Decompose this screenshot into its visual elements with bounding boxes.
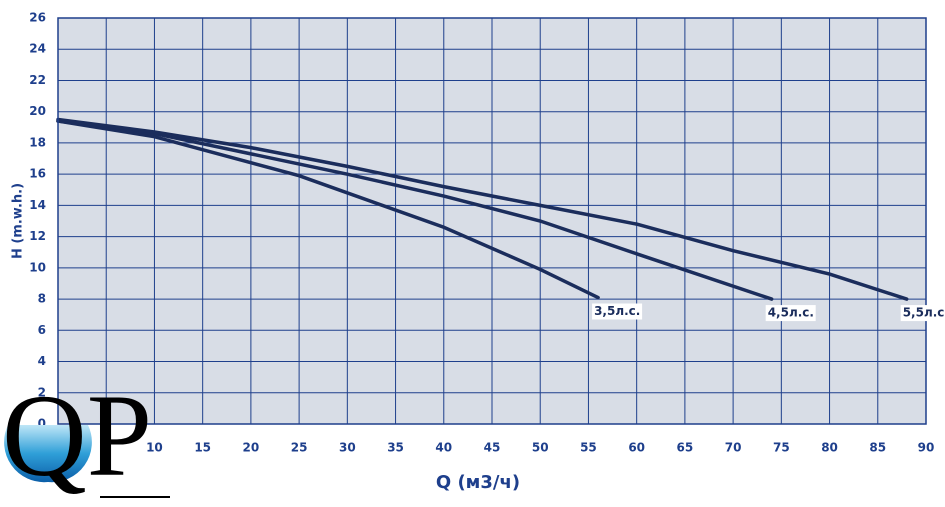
x-tick-label: 30 [339,441,356,455]
y-tick-label: 16 [29,167,46,181]
x-tick-label: 15 [194,441,211,455]
y-tick-label: 14 [29,198,46,212]
y-tick-label: 12 [29,229,46,243]
x-tick-label: 35 [387,441,404,455]
logo: QP [2,370,170,501]
x-tick-label: 60 [628,441,645,455]
curve [56,117,909,301]
y-tick-label: 22 [29,73,46,87]
y-tick-label: 26 [29,11,46,25]
y-tick-label: 24 [29,42,46,56]
logo-water [4,425,92,483]
x-tick-label: 85 [869,441,886,455]
y-tick-label: 4 [38,354,46,368]
x-tick-label: 10 [146,441,163,455]
curve-label: 4,5л.с. [768,306,814,320]
y-tick-label: 6 [38,323,46,337]
x-tick-label: 50 [532,441,549,455]
x-tick-label: 45 [484,441,501,455]
x-tick-label: 25 [291,441,308,455]
curve-label: 3,5л.с. [594,304,640,318]
y-tick-label: 10 [29,260,46,274]
x-axis-label: Q (м3/ч) [436,472,520,493]
x-tick-label: 20 [243,441,260,455]
x-tick-label: 90 [918,441,935,455]
x-tick-label: 70 [725,441,742,455]
y-tick-label: 8 [38,292,46,306]
x-tick-label: 5 [102,441,110,455]
x-tick-label: 55 [580,441,597,455]
x-tick-label: 75 [773,441,790,455]
curve-label-bg [592,303,643,320]
plot-frame [57,17,927,425]
x-tick-label: 65 [677,441,694,455]
curve-label-bg [900,305,945,322]
y-tick-label: 20 [29,104,46,118]
logo-text: QP [2,370,152,501]
x-tick-label: 80 [821,441,838,455]
y-tick-label: 2 [38,385,46,399]
y-axis-label: H (m.w.h.) [11,183,26,259]
x-tick-label: 40 [435,441,452,455]
y-tick-label: 18 [29,135,46,149]
y-tick-label: 0 [38,417,46,431]
curve-label: 5,5л.с. [903,306,945,320]
curve [56,119,774,301]
curve [56,119,600,300]
curve-label-bg [765,305,816,322]
